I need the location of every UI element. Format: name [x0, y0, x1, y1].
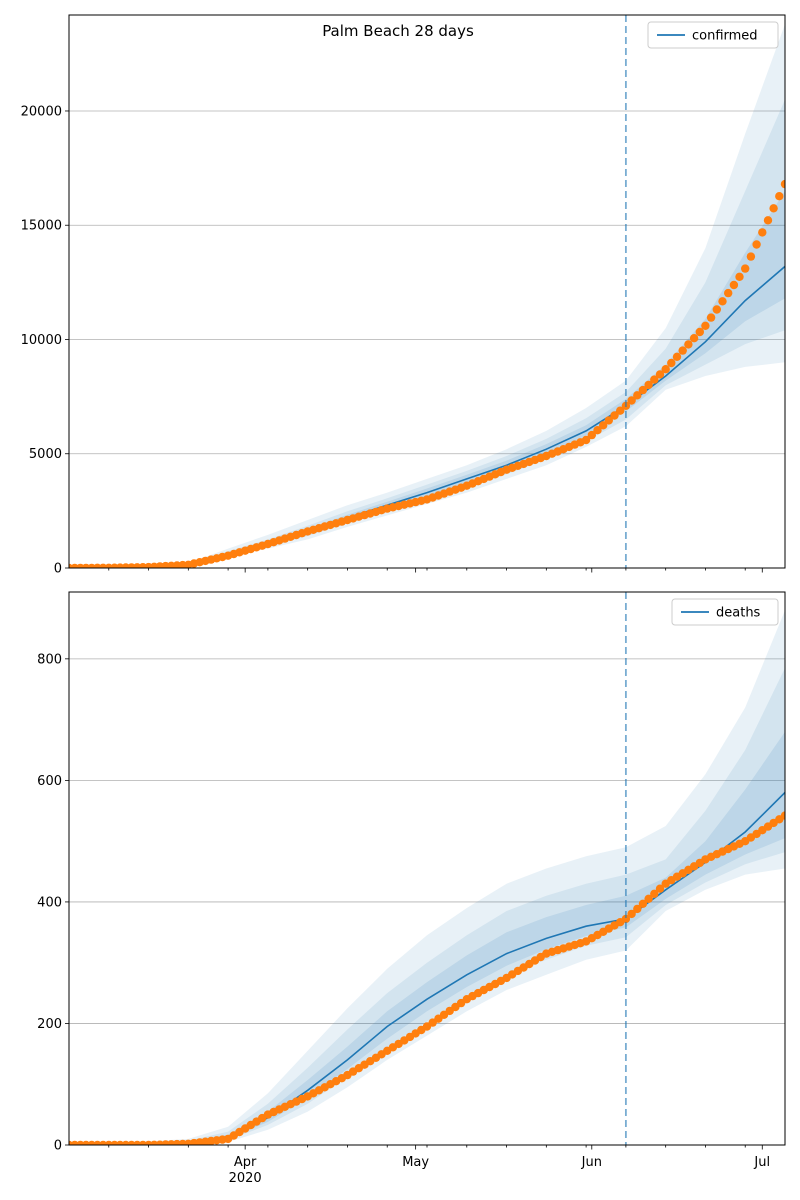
- deaths-legend-label: deaths: [716, 606, 761, 621]
- confirmed-observed-point: [718, 297, 727, 306]
- deaths-observed-point: [644, 894, 653, 903]
- confirmed-observed-point: [581, 435, 591, 445]
- deaths-xtick-label: May: [402, 1155, 429, 1170]
- deaths-ytick-label: 600: [37, 774, 62, 789]
- confirmed-observed-point: [712, 305, 721, 314]
- deaths-legend: deaths: [671, 598, 779, 626]
- confirmed-observed-point: [672, 352, 682, 361]
- confirmed-plot-area: [69, 24, 785, 568]
- deaths-xtick-label: Apr: [234, 1155, 257, 1170]
- deaths-xtick-label: Jul: [753, 1155, 770, 1170]
- deaths-observed-point: [655, 884, 665, 893]
- confirmed-observed-point: [763, 216, 773, 225]
- confirmed-ytick-label: 5000: [29, 447, 62, 462]
- confirmed-observed-point: [661, 365, 670, 374]
- deaths-observed-point: [650, 889, 659, 898]
- deaths-ytick-label: 200: [37, 1017, 62, 1032]
- confirmed-observed-point: [616, 406, 625, 415]
- confirmed-observed-point: [610, 411, 619, 420]
- confirmed-observed-point: [752, 240, 761, 249]
- confirmed-observed-point: [689, 334, 699, 343]
- confirmed-observed-point: [695, 327, 704, 337]
- confirmed-ytick-label: 20000: [21, 104, 62, 119]
- confirmed-observed-point: [746, 252, 756, 261]
- deaths-xtick-label: Jun: [581, 1155, 602, 1170]
- deaths-ytick-label: 400: [37, 895, 62, 910]
- confirmed-observed-point: [724, 288, 733, 298]
- confirmed-observed-point: [604, 416, 613, 425]
- confirmed-legend: confirmed: [647, 21, 779, 49]
- confirmed-observed-point: [729, 280, 739, 290]
- deaths-observed-point: [638, 899, 648, 908]
- deaths-band-mid: [69, 668, 785, 1145]
- deaths-observed-point: [621, 914, 631, 924]
- confirmed-observed-point: [684, 340, 693, 349]
- deaths-plot-area: [69, 610, 785, 1145]
- figure-title: Palm Beach 28 days: [322, 22, 474, 40]
- confirmed-observed-point: [758, 228, 767, 237]
- confirmed-legend-label: confirmed: [692, 29, 758, 44]
- confirmed-panel: 0 5000 10000 15000 20000 confirmed: [21, 14, 786, 577]
- confirmed-ytick-label: 0: [54, 562, 62, 577]
- confirmed-observed-point: [678, 346, 687, 355]
- confirmed-observed-point: [780, 179, 785, 189]
- confirmed-observed-point: [644, 380, 653, 390]
- confirmed-observed-point: [735, 272, 744, 281]
- deaths-legend-box: [671, 598, 779, 626]
- confirmed-observed-point: [769, 204, 778, 213]
- deaths-xtick-year-label: 2020: [229, 1171, 262, 1186]
- deaths-observed-point: [627, 909, 636, 919]
- confirmed-observed-point: [701, 321, 710, 330]
- confirmed-observed-point: [775, 192, 784, 201]
- confirmed-observed-point: [593, 426, 602, 435]
- deaths-observed-point: [633, 904, 642, 914]
- deaths-band-outer: [69, 610, 785, 1145]
- deaths-ytick-label: 800: [37, 652, 62, 667]
- confirmed-observed-point: [655, 370, 665, 379]
- confirmed-band-outer: [69, 24, 785, 568]
- confirmed-observed-point: [741, 264, 750, 273]
- confirmed-ytick-label: 15000: [21, 219, 62, 234]
- deaths-ytick-label: 0: [54, 1139, 62, 1154]
- confirmed-legend-box: [647, 21, 779, 49]
- confirmed-observed-point: [633, 391, 642, 400]
- confirmed-observed-point: [667, 358, 676, 368]
- confirmed-observed-point: [706, 313, 716, 322]
- confirmed-observed-point: [627, 396, 636, 405]
- confirmed-observed-point: [599, 421, 608, 430]
- confirmed-observed-point: [587, 430, 596, 440]
- deaths-observed-point: [780, 811, 785, 820]
- confirmed-observed-point: [638, 385, 648, 395]
- confirmed-observed-point: [650, 375, 659, 384]
- confirmed-ytick-label: 10000: [21, 333, 62, 348]
